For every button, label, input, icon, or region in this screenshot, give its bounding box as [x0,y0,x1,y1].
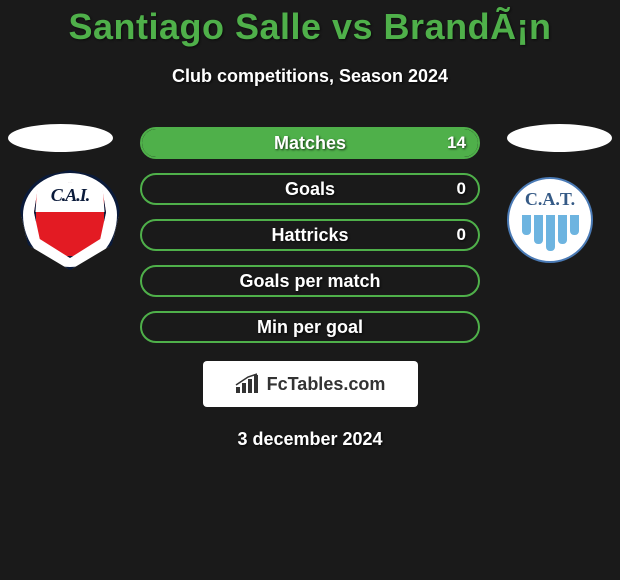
player-left-placeholder [8,124,113,152]
stat-label: Goals [285,179,335,200]
bar-chart-icon [235,373,261,395]
stat-row-matches: Matches 14 [140,127,480,159]
subtitle: Club competitions, Season 2024 [0,66,620,87]
stat-right-value: 0 [457,225,466,245]
stat-row-gpm: Goals per match [140,265,480,297]
stat-row-mpg: Min per goal [140,311,480,343]
cat-circle-icon: C.A.T. [507,177,593,263]
stat-label: Goals per match [239,271,380,292]
team-right-short: C.A.T. [509,189,591,210]
cai-shield-icon: C.A.I. [20,170,120,270]
page-title: Santiago Salle vs BrandÃ¡n [0,6,620,48]
stat-row-hattricks: Hattricks 0 [140,219,480,251]
team-left-short: C.A.I. [20,185,120,206]
stats-list: Matches 14 Goals 0 Hattricks 0 Goals per… [140,127,480,343]
watermark-text: FcTables.com [267,374,386,395]
watermark-badge: FcTables.com [203,361,418,407]
cat-stripes-icon [519,215,581,251]
team-right-badge: C.A.T. [500,170,600,270]
comparison-card: Santiago Salle vs BrandÃ¡n Club competit… [0,0,620,580]
team-left-badge: C.A.I. [20,170,120,270]
stat-right-value: 14 [447,133,466,153]
stat-row-goals: Goals 0 [140,173,480,205]
stat-right-value: 0 [457,179,466,199]
date-text: 3 december 2024 [0,429,620,450]
player-right-placeholder [507,124,612,152]
stat-label: Min per goal [257,317,363,338]
stat-label: Hattricks [271,225,348,246]
stat-label: Matches [274,133,346,154]
